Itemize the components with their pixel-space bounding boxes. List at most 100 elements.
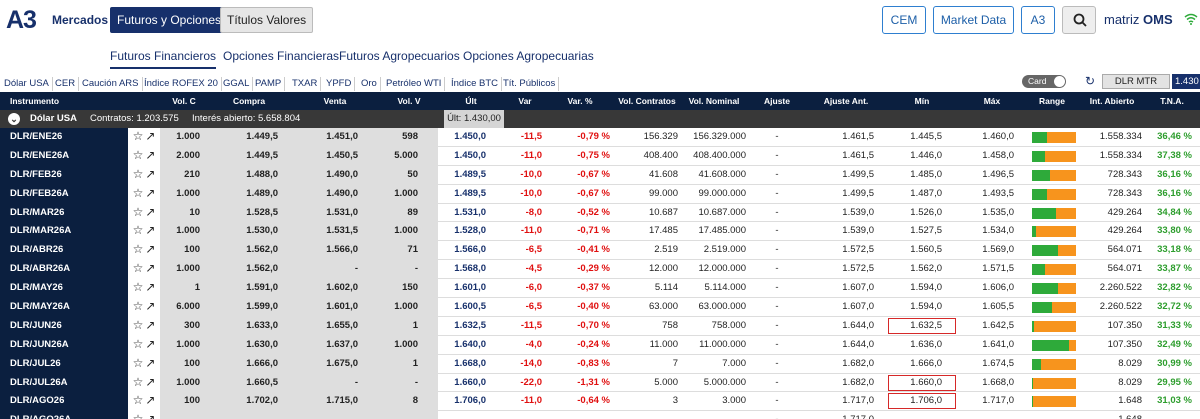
- col-instrumento[interactable]: Instrumento: [10, 96, 60, 106]
- col-int-abierto[interactable]: Int. Abierto: [1089, 96, 1135, 106]
- table-row[interactable]: DLR/JUL26 ☆ ↗ 100 1.666,0 1.675,0 1 1.668,0 -14,…: [0, 354, 1200, 374]
- itab-ggal[interactable]: GGAL: [223, 77, 254, 91]
- table-row[interactable]: DLR/MAR26 ☆ ↗ 10 1.528,5 1.531,0 89 1.531,0 -8,0…: [0, 203, 1200, 223]
- venta-cell[interactable]: 1.637,0: [290, 335, 380, 355]
- venta-cell[interactable]: 1.490,0: [290, 184, 380, 204]
- a3-button[interactable]: A3: [1021, 6, 1055, 34]
- tab-futuros-y-opciones[interactable]: Futuros y Opciones: [110, 7, 229, 33]
- market-data-button[interactable]: Market Data: [933, 6, 1014, 34]
- table-row[interactable]: DLR/MAR26A ☆ ↗ 1.000 1.530,0 1.531,5 1.000 1.52…: [0, 222, 1200, 242]
- collapse-icon[interactable]: ⌄: [8, 113, 20, 125]
- compra-cell[interactable]: 1.633,0: [208, 316, 290, 336]
- instrument-cell[interactable]: DLR/MAY26: [0, 279, 128, 299]
- itab-cer[interactable]: CER: [55, 77, 80, 91]
- compra-cell[interactable]: 1.630,0: [208, 335, 290, 355]
- star-icon[interactable]: ☆: [132, 374, 144, 389]
- dlr-mtr-label[interactable]: DLR MTR: [1102, 74, 1170, 89]
- col-var-pct[interactable]: Var. %: [567, 96, 593, 106]
- itab-tit-publicos[interactable]: Tít. Públicos: [503, 77, 560, 91]
- compra-cell[interactable]: 1.599,0: [208, 298, 290, 317]
- venta-cell[interactable]: 1.675,0: [290, 354, 380, 374]
- itab-petroleo-wti[interactable]: Petróleo WTI: [386, 77, 446, 91]
- compra-cell[interactable]: 1.591,0: [208, 279, 290, 299]
- star-icon[interactable]: ☆: [132, 317, 144, 332]
- table-row[interactable]: DLR/AGO26 ☆ ↗ 100 1.702,0 1.715,0 8 1.706,0 -11,…: [0, 392, 1200, 412]
- compra-cell[interactable]: 1.528,5: [208, 203, 290, 223]
- subtab-futuros-agropecuarios[interactable]: Futuros Agropecuarios: [339, 49, 460, 63]
- star-icon[interactable]: ☆: [132, 393, 144, 408]
- subtab-opciones-agropecuarias[interactable]: Opciones Agropecuarias: [463, 49, 594, 63]
- compra-cell[interactable]: 1.666,0: [208, 354, 290, 374]
- chart-icon[interactable]: ↗: [145, 336, 156, 351]
- star-icon[interactable]: ☆: [133, 412, 144, 419]
- instrument-cell[interactable]: DLR/ENE26: [0, 128, 128, 147]
- subtab-opciones-financieras[interactable]: Opciones Financieras: [223, 49, 340, 63]
- instrument-cell[interactable]: DLR/ENE26A: [0, 146, 128, 166]
- compra-cell[interactable]: 1.562,0: [208, 241, 290, 261]
- chart-icon[interactable]: ↗: [145, 299, 156, 314]
- star-icon[interactable]: ☆: [132, 185, 144, 200]
- itab-indice-rofex[interactable]: Índice ROFEX 20: [144, 77, 222, 91]
- table-row[interactable]: DLR/ABR26A ☆ ↗ 1.000 1.562,0- -1.568,0 -4,5 -0,…: [0, 260, 1200, 280]
- col-vol-contratos[interactable]: Vol. Contratos: [618, 96, 676, 106]
- table-row[interactable]: DLR/JUN26 ☆ ↗ 300 1.633,0 1.655,0 1 1.632,5 -11,…: [0, 316, 1200, 336]
- instrument-cell[interactable]: DLR/AGO26A: [0, 411, 128, 419]
- compra-cell[interactable]: 1.449,5: [208, 128, 290, 147]
- star-icon[interactable]: ☆: [132, 336, 144, 351]
- refresh-icon[interactable]: ↻: [1085, 74, 1096, 88]
- instrument-cell[interactable]: DLR/AGO26: [0, 392, 128, 412]
- compra-cell[interactable]: 1.562,0: [208, 260, 290, 280]
- table-row[interactable]: DLR/JUL26A ☆ ↗ 1.000 1.660,5- -1.660,0 -22,0 -1…: [0, 373, 1200, 393]
- compra-cell[interactable]: 1.530,0: [208, 222, 290, 242]
- star-icon[interactable]: ☆: [132, 147, 144, 162]
- table-row[interactable]: DLR/ENE26A ☆ ↗ 2.000 1.449,5 1.450,5 5.000 1.45…: [0, 146, 1200, 166]
- col-ajuste-ant[interactable]: Ajuste Ant.: [823, 96, 869, 106]
- instrument-cell[interactable]: DLR/ABR26A: [0, 260, 128, 280]
- venta-cell[interactable]: 1.602,0: [290, 279, 380, 299]
- itab-oro[interactable]: Oro: [361, 77, 381, 91]
- chart-icon[interactable]: ↗: [145, 374, 156, 389]
- chart-icon[interactable]: ↗: [145, 261, 156, 276]
- col-range[interactable]: Range: [1039, 96, 1065, 106]
- col-max[interactable]: Máx: [983, 96, 1001, 106]
- col-vol-v[interactable]: Vol. V: [397, 96, 421, 106]
- instrument-cell[interactable]: DLR/JUL26: [0, 354, 128, 374]
- chart-icon[interactable]: ↗: [145, 166, 156, 181]
- instrument-cell[interactable]: DLR/JUN26A: [0, 335, 128, 355]
- venta-cell[interactable]: 1.655,0: [290, 316, 380, 336]
- compra-cell[interactable]: 1.449,5: [208, 146, 290, 166]
- col-ajuste[interactable]: Ajuste: [764, 96, 790, 106]
- col-ult[interactable]: Últ: [465, 96, 477, 106]
- compra-cell[interactable]: 1.488,0: [208, 165, 290, 185]
- table-row[interactable]: DLR/FEB26 ☆ ↗ 210 1.488,0 1.490,0 50 1.489,5 -10…: [0, 165, 1200, 185]
- card-toggle[interactable]: Card: [1022, 75, 1066, 88]
- col-compra[interactable]: Compra: [232, 96, 266, 106]
- chart-icon[interactable]: ↗: [145, 185, 156, 200]
- table-row[interactable]: DLR/FEB26A ☆ ↗ 1.000 1.489,0 1.490,0 1.000 1.48…: [0, 184, 1200, 204]
- itab-ypfd[interactable]: YPFD: [326, 77, 356, 91]
- compra-cell[interactable]: 1.702,0: [208, 392, 290, 412]
- chart-icon[interactable]: ↗: [145, 147, 156, 162]
- table-row[interactable]: DLR/ABR26 ☆ ↗ 100 1.562,0 1.566,0 71 1.566,0 -6,…: [0, 241, 1200, 261]
- star-icon[interactable]: ☆: [132, 129, 144, 143]
- col-venta[interactable]: Venta: [323, 96, 347, 106]
- star-icon[interactable]: ☆: [132, 280, 144, 295]
- chart-icon[interactable]: ↗: [145, 355, 156, 370]
- star-icon[interactable]: ☆: [132, 355, 144, 370]
- star-icon[interactable]: ☆: [132, 223, 144, 238]
- instrument-cell[interactable]: DLR/JUL26A: [0, 373, 128, 393]
- table-row[interactable]: DLR/AGO26A☆↗-1.717,01.648: [0, 411, 1200, 419]
- chart-icon[interactable]: ↗: [145, 393, 156, 408]
- cem-button[interactable]: CEM: [882, 6, 926, 34]
- venta-cell[interactable]: -: [290, 373, 380, 393]
- compra-cell[interactable]: 1.660,5: [208, 373, 290, 393]
- table-row[interactable]: DLR/MAY26A ☆ ↗ 6.000 1.599,0 1.601,0 1.000 1.60…: [0, 298, 1200, 317]
- chart-icon[interactable]: ↗: [145, 129, 156, 143]
- table-row[interactable]: DLR/JUN26A ☆ ↗ 1.000 1.630,0 1.637,0 1.000 1.64…: [0, 335, 1200, 355]
- col-vol-nominal[interactable]: Vol. Nominal: [688, 96, 740, 106]
- instrument-cell[interactable]: DLR/JUN26: [0, 316, 128, 336]
- instrument-cell[interactable]: DLR/MAR26A: [0, 222, 128, 242]
- col-min[interactable]: Mín: [914, 96, 930, 106]
- instrument-cell[interactable]: DLR/FEB26: [0, 165, 128, 185]
- itab-caucion-ars[interactable]: Caución ARS: [82, 77, 143, 91]
